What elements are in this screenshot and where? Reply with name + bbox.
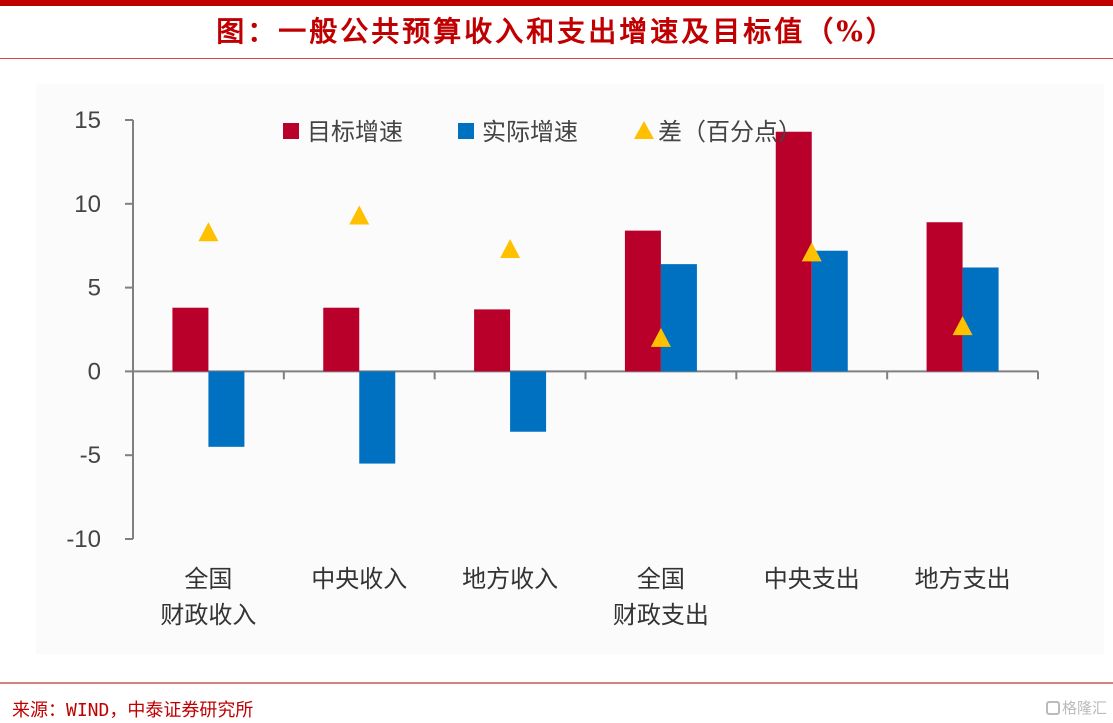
x-category-label: 中央收入 — [311, 565, 407, 593]
y-tick-label: 5 — [88, 275, 101, 302]
legend-marker-triangle — [634, 121, 654, 139]
legend-label: 差（百分点） — [658, 118, 802, 146]
marker-difference — [349, 205, 370, 225]
legend-label: 实际增速 — [482, 118, 578, 146]
x-category-label: 财政支出 — [613, 601, 709, 629]
x-category-label: 中央支出 — [764, 565, 860, 593]
marker-difference — [500, 239, 521, 259]
bar-target-growth — [775, 131, 812, 372]
marker-difference — [198, 222, 219, 242]
bar-target-growth — [172, 307, 209, 372]
y-tick-label: -5 — [80, 442, 101, 469]
x-category-label: 地方支出 — [915, 565, 1011, 593]
watermark-text: 格隆汇 — [1061, 699, 1107, 717]
marker-difference — [650, 327, 671, 347]
top-accent-bar — [0, 0, 1113, 6]
bar-actual-growth — [208, 371, 245, 447]
bar-actual-growth — [660, 264, 697, 372]
x-category-label: 地方收入 — [462, 565, 558, 593]
bar-target-growth — [624, 230, 661, 372]
footer-divider — [0, 682, 1113, 684]
bar-actual-growth — [359, 371, 396, 464]
chart-area — [36, 84, 1104, 654]
legend-label: 目标增速 — [307, 118, 403, 146]
bar-actual-growth — [811, 250, 848, 372]
marker-difference — [952, 316, 973, 336]
y-tick-label: 15 — [74, 107, 101, 134]
title-divider — [0, 58, 1113, 59]
legend-swatch-1 — [458, 123, 474, 139]
y-tick-label: 0 — [88, 358, 101, 385]
x-category-label: 财政收入 — [160, 601, 256, 629]
chart-title: 图：一般公共预算收入和支出增速及目标值（%） — [216, 15, 897, 48]
bar-actual-growth — [962, 267, 999, 372]
marker-difference — [801, 242, 822, 262]
bar-target-growth — [926, 222, 963, 372]
x-category-label: 全国 — [184, 565, 232, 593]
y-tick-label: -10 — [66, 526, 101, 553]
legend-swatch-0 — [283, 123, 299, 139]
bar-target-growth — [474, 309, 511, 372]
bar-target-growth — [323, 307, 360, 372]
bar-actual-growth — [510, 371, 547, 432]
x-category-label: 全国 — [637, 565, 685, 593]
y-tick-label: 10 — [74, 191, 101, 218]
watermark: 格隆汇 — [1045, 697, 1107, 718]
source-note: 来源：WIND，中泰证券研究所 — [12, 700, 254, 721]
watermark-logo-icon — [1045, 700, 1060, 715]
